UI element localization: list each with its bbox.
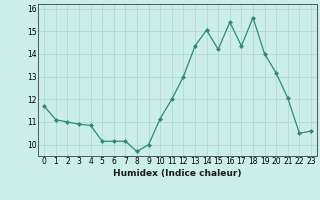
X-axis label: Humidex (Indice chaleur): Humidex (Indice chaleur) — [113, 169, 242, 178]
